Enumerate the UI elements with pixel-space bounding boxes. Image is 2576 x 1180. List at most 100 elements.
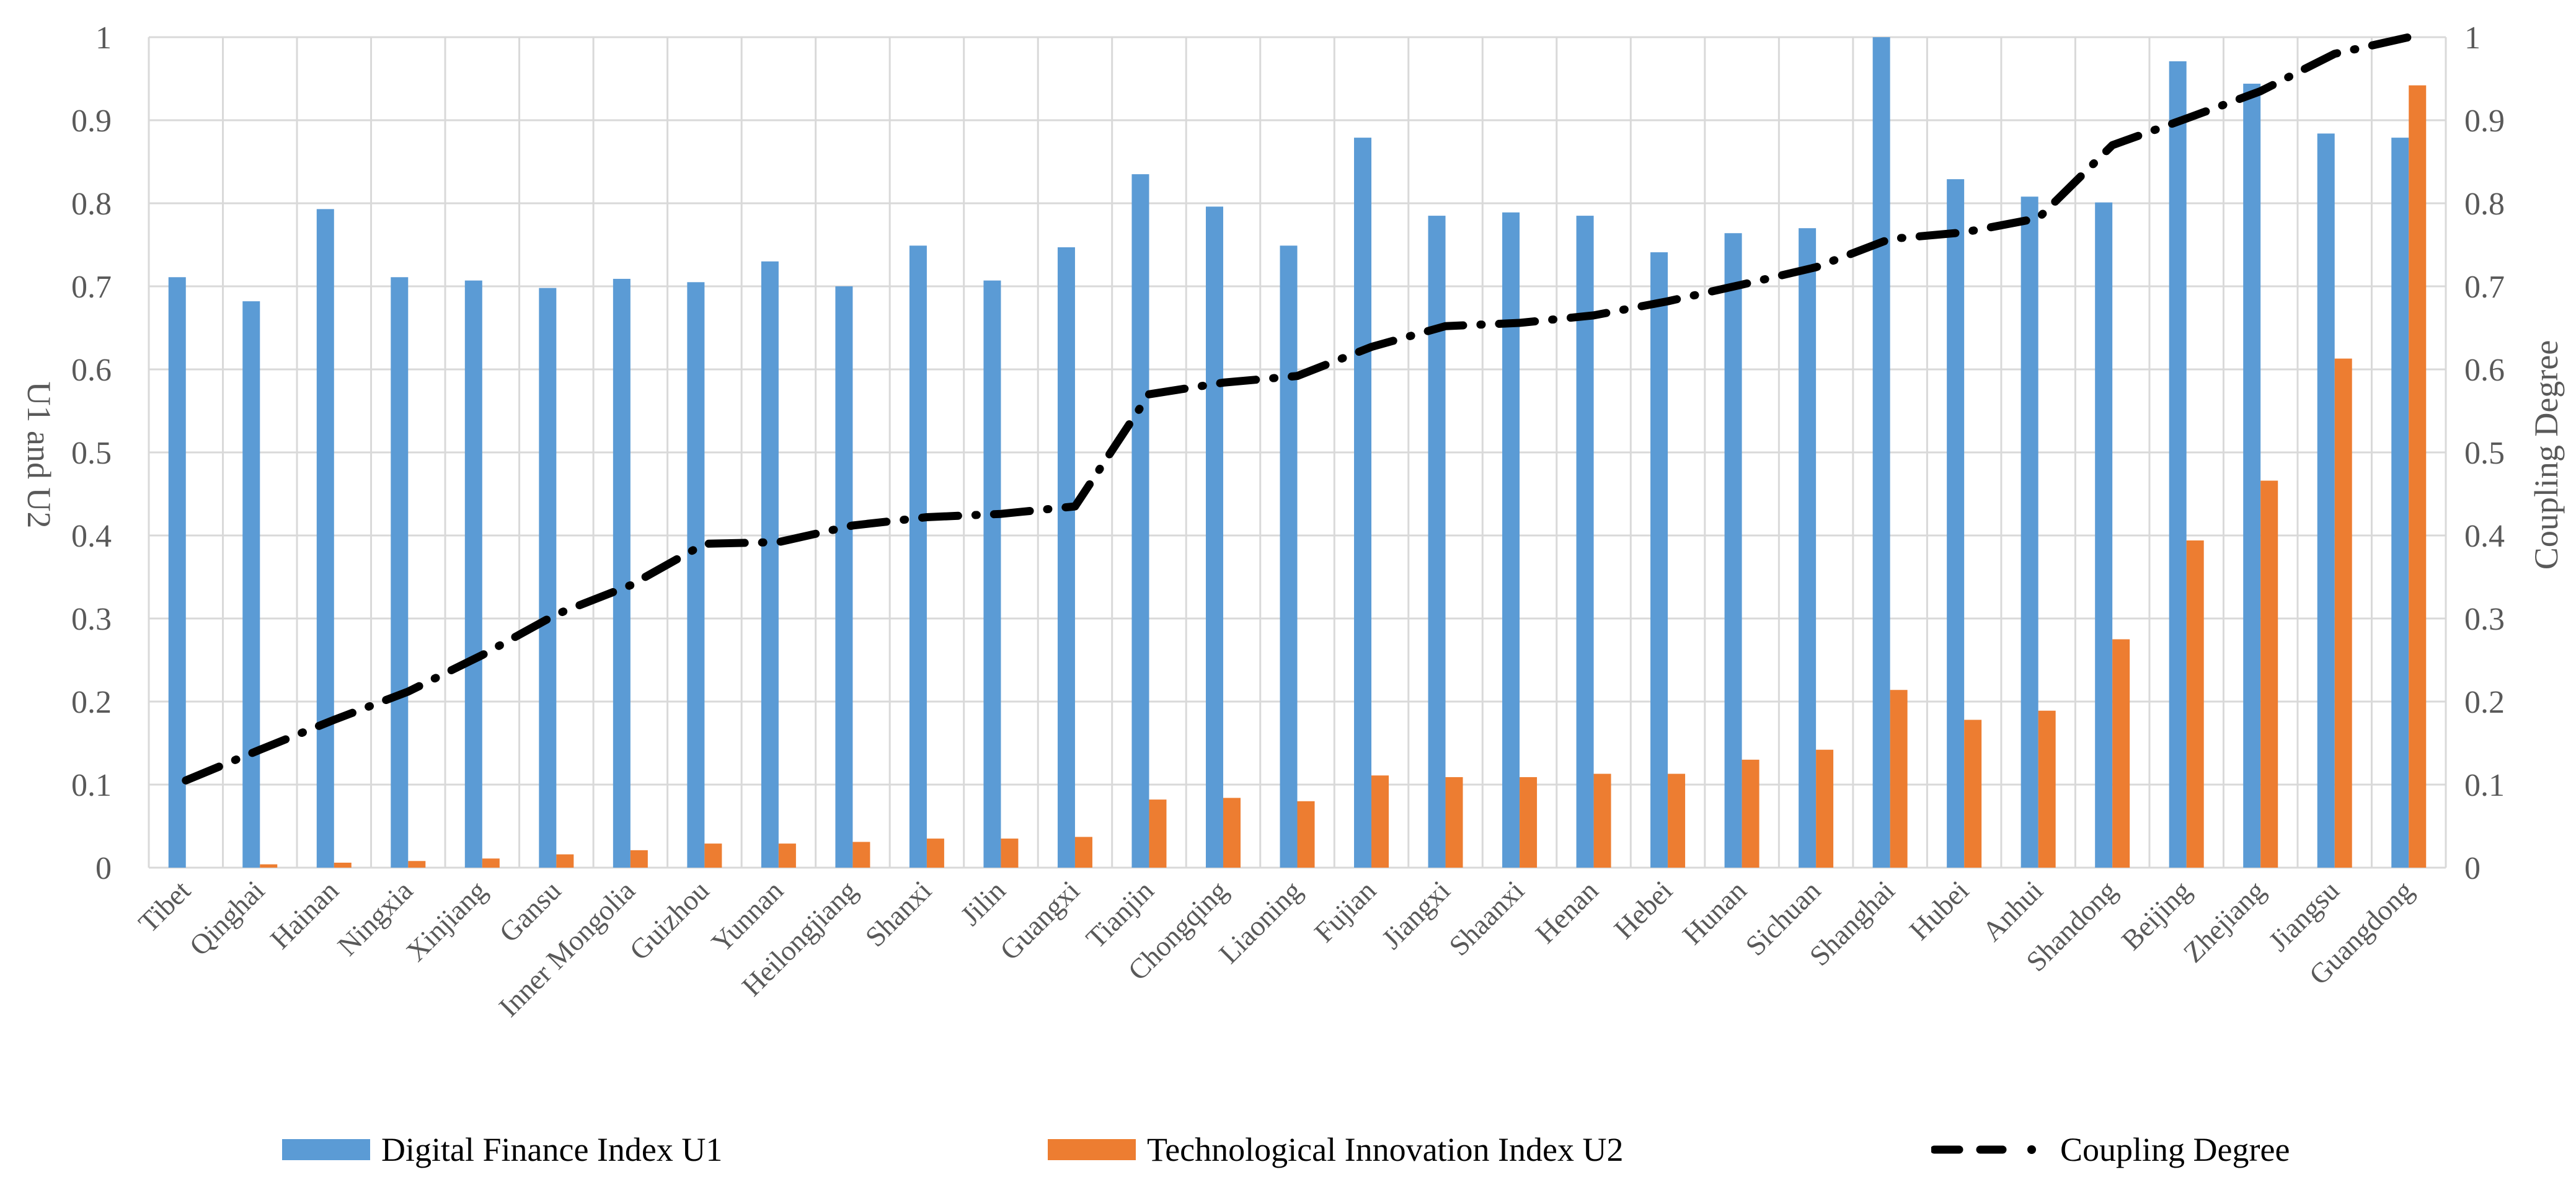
bar-u2-3 [408,861,426,868]
bar-u2-6 [630,850,648,868]
bar-u2-5 [556,854,574,868]
y2-tick-label: 0.8 [2464,187,2505,222]
bar-u2-12 [1074,837,1092,868]
bar-u2-29 [2334,358,2352,868]
bar-u1-9 [835,286,853,868]
bar-u2-11 [1001,839,1019,868]
bar-u2-28 [2260,480,2278,868]
bar-u2-18 [1520,777,1538,868]
bar-u2-30 [2409,85,2427,868]
bar-u1-20 [1650,252,1668,868]
x-tick-label: Qinghai [183,874,270,962]
bar-u2-9 [852,842,870,868]
coupling-line [182,33,2413,785]
bar-u1-3 [391,277,409,868]
bar-u1-4 [464,280,482,868]
bar-u1-21 [1724,233,1742,868]
bar-u1-28 [2243,84,2261,868]
y-tick-label: 0.5 [71,436,112,471]
legend-label-u2: Technological Innovation Index U2 [1147,1131,1624,1168]
bar-u2-13 [1149,799,1167,868]
bar-u1-19 [1576,216,1594,868]
legend-swatch-coupling [1931,1145,2036,1154]
bar-u2-7 [704,843,722,868]
x-tick-label: Zhejiang [2177,874,2272,969]
bar-u2-15 [1297,801,1315,868]
bar-u1-6 [613,278,631,868]
y2-tick-label: 0.9 [2464,103,2505,139]
x-tick-label: Guizhou [623,874,715,966]
bar-u1-7 [687,282,705,868]
bar-u2-23 [1890,690,1908,868]
y-tick-label: 0 [95,851,112,886]
bar-u1-23 [1872,37,1890,868]
bar-u1-10 [909,245,927,868]
bar-u1-12 [1057,247,1075,868]
bar-u2-8 [778,843,796,868]
y-tick-label: 0.7 [71,270,112,305]
y-tick-label: 0.1 [71,768,112,803]
bar-u2-26 [2112,639,2130,868]
bar-u1-16 [1354,138,1372,868]
bar-u2-14 [1223,798,1241,868]
x-tick-label: Liaoning [1213,874,1308,969]
bar-u1-27 [2169,61,2187,868]
bar-u1-25 [2021,196,2038,868]
y2-tick-label: 0.3 [2464,602,2505,637]
bar-u1-8 [761,261,779,868]
bar-u1-5 [539,288,557,868]
y2-axis-label: Coupling Degree [2528,340,2565,570]
y-tick-label: 0.8 [71,187,112,222]
left-axis: 0 0.1 0.2 0.3 0.4 0.5 0.6 0.7 0.8 0.9 1 [71,20,112,886]
bar-u2-17 [1445,777,1463,868]
x-tick-label: Fujian [1308,874,1382,948]
legend-label-u1: Digital Finance Index U1 [381,1131,723,1168]
bar-u2-10 [926,839,944,868]
legend-swatch-u2 [1048,1139,1136,1160]
y2-tick-label: 0.2 [2464,685,2505,720]
bar-u1-26 [2095,202,2113,868]
chart: 0 0.1 0.2 0.3 0.4 0.5 0.6 0.7 0.8 0.9 1 0 0.1 0.2 0.3… [20,20,2565,1023]
legend-swatch-u1 [282,1139,370,1160]
x-tick-label: Xinjiang [400,874,493,967]
y2-tick-label: 0.7 [2464,270,2505,305]
legend-item-coupling: Coupling Degree [1931,1122,2290,1178]
y2-tick-label: 0.5 [2464,436,2505,471]
bar-u1-2 [316,209,334,868]
y2-tick-label: 0.4 [2464,519,2505,554]
y-tick-label: 0.9 [71,103,112,139]
x-tick-label: Shaanxi [1443,874,1530,962]
bar-u2-2 [334,862,352,868]
x-tick-label: Hainan [264,874,345,955]
legend-label-coupling: Coupling Degree [2060,1131,2290,1168]
y-tick-label: 0.4 [71,519,112,554]
bar-u1-24 [1947,179,1965,868]
bar-u2-22 [1816,749,1834,868]
bar-u1-11 [983,280,1001,868]
bar-u2-1 [260,864,278,868]
legend-item-u1: Digital Finance Index U1 [282,1122,722,1178]
bar-u2-20 [1668,773,1686,868]
y-tick-label: 0.3 [71,602,112,637]
bar-u1-15 [1280,245,1298,868]
bar-u2-21 [1742,759,1759,868]
y2-tick-label: 0.6 [2464,353,2505,388]
bar-u1-29 [2317,133,2335,868]
bar-u2-16 [1371,775,1389,868]
y-axis-label: U1 and U2 [20,382,58,529]
bar-u1-17 [1428,216,1446,868]
bar-u1-30 [2391,138,2409,868]
x-tick-label: Jilin [954,874,1011,931]
bar-u2-24 [1964,720,1982,868]
legend-item-u2: Technological Innovation Index U2 [1048,1122,1624,1178]
x-tick-label: Shanxi [859,874,937,953]
right-axis: 0 0.1 0.2 0.3 0.4 0.5 0.6 0.7 0.8 0.9 1 [2464,20,2505,886]
bar-u1-22 [1799,228,1817,868]
y-tick-label: 0.6 [71,353,112,388]
x-tick-label: Hubei [1903,874,1975,946]
y-tick-label: 0.2 [71,685,112,720]
x-tick-label: Hebei [1608,874,1678,945]
x-tick-label: Guangxi [994,874,1086,966]
legend: Digital Finance Index U1 Technological I… [0,1122,2576,1178]
bar-u1-0 [168,277,186,868]
